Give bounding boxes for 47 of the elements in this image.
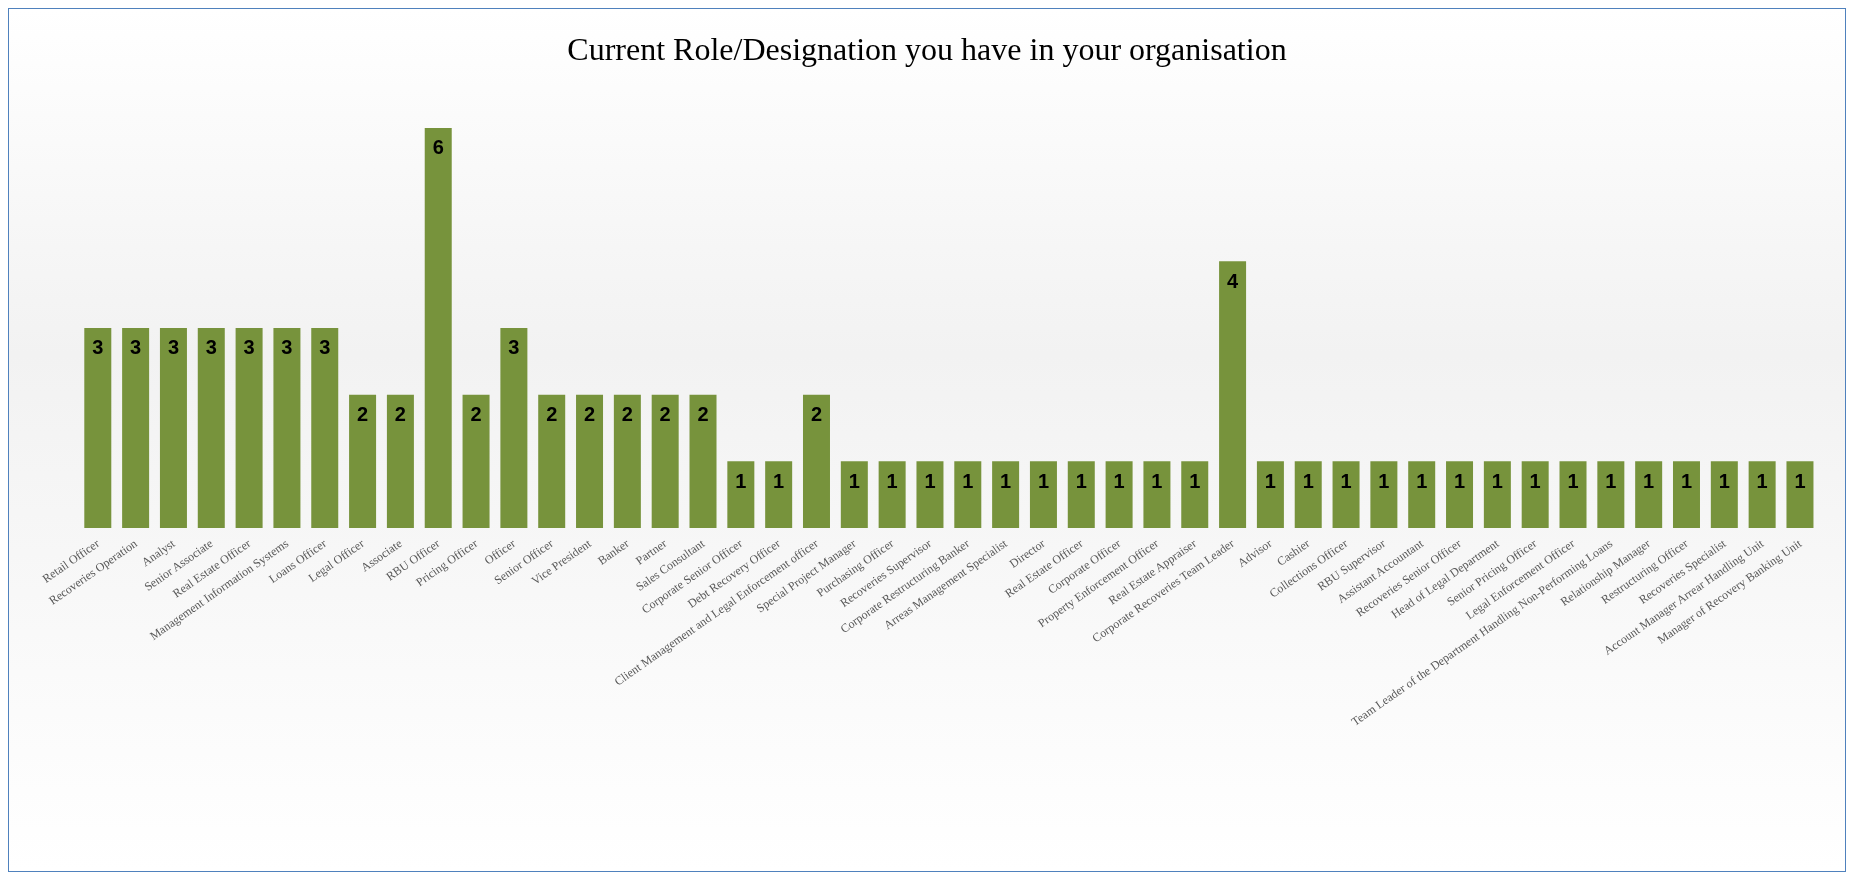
data-label: 3	[508, 336, 520, 359]
chart-title: Current Role/Designation you have in your organisation	[566, 31, 1288, 68]
data-label: 2	[810, 402, 823, 425]
data-label: 3	[205, 336, 217, 359]
data-label: 3	[243, 336, 255, 359]
data-label: 1	[1189, 469, 1201, 492]
data-label: 1	[1113, 469, 1125, 492]
data-label: 2	[546, 402, 558, 425]
data-label: 1	[1302, 469, 1314, 492]
data-label: 3	[281, 336, 293, 359]
data-label: 1	[1794, 469, 1806, 492]
data-label: 2	[357, 402, 369, 425]
data-label: 1	[1416, 469, 1428, 492]
data-label: 1	[735, 469, 747, 492]
data-label: 2	[697, 402, 709, 425]
data-label: 2	[659, 402, 671, 425]
data-label: 1	[962, 469, 974, 492]
data-label: 1	[1643, 469, 1655, 492]
data-label: 1	[1453, 469, 1466, 492]
data-label: 3	[130, 336, 142, 359]
data-label: 4	[1227, 269, 1240, 292]
data-label: 3	[92, 336, 104, 359]
data-label: 1	[1756, 469, 1768, 492]
data-label: 1	[773, 469, 785, 492]
data-label: 1	[1491, 469, 1503, 492]
data-label: 1	[848, 469, 860, 492]
data-label: 6	[432, 136, 444, 159]
data-label: 1	[1151, 469, 1163, 492]
data-label: 2	[621, 402, 633, 425]
data-label: 1	[1680, 469, 1693, 492]
data-label: 1	[924, 469, 936, 492]
data-label: 1	[1378, 469, 1390, 492]
data-label: 1	[1075, 469, 1087, 492]
data-label: 1	[1605, 469, 1617, 492]
data-label: 2	[394, 402, 406, 425]
data-label: 1	[1718, 469, 1730, 492]
data-label: 1	[886, 469, 898, 492]
data-label: 1	[1037, 469, 1050, 492]
data-label: 2	[470, 402, 482, 425]
data-label: 1	[1340, 469, 1352, 492]
data-label: 1	[1000, 469, 1012, 492]
data-label: 3	[167, 336, 180, 359]
data-label: 1	[1567, 469, 1579, 492]
data-label: 2	[583, 402, 596, 425]
data-label: 1	[1264, 469, 1276, 492]
data-label: 1	[1529, 469, 1541, 492]
data-label: 3	[319, 336, 331, 359]
